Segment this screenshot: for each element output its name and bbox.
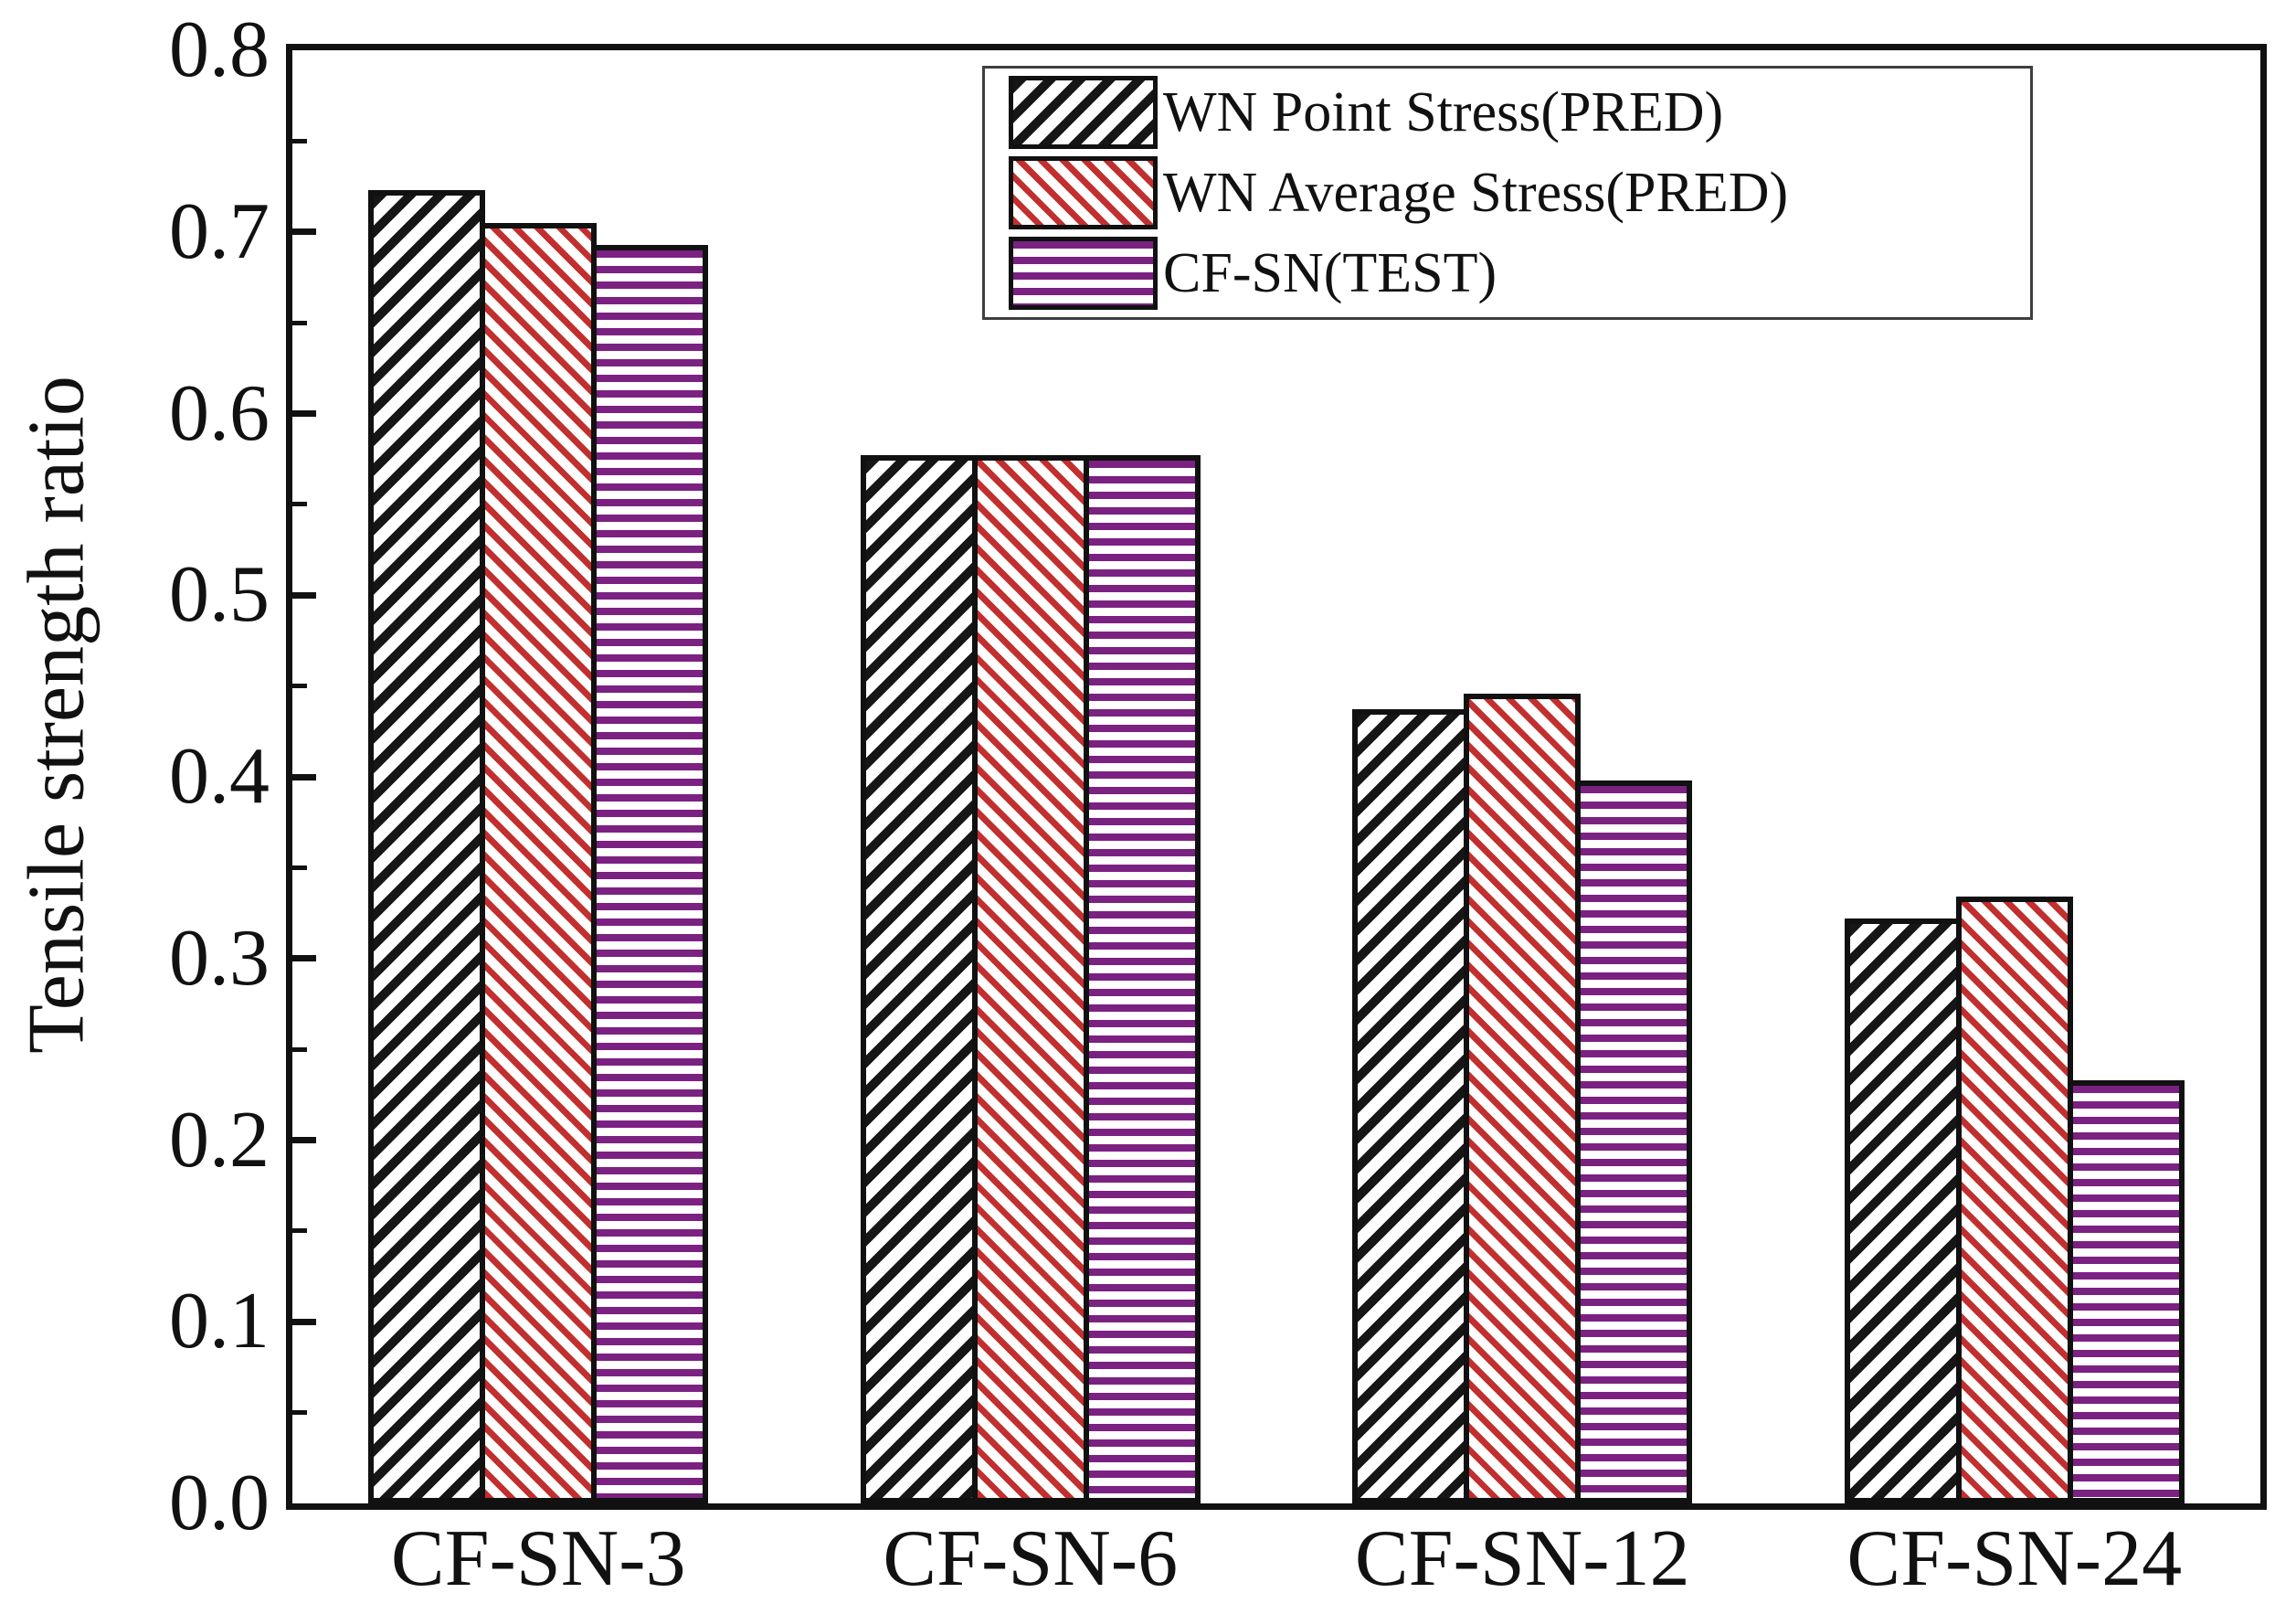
x-tick-label: CF-SN-24 (1846, 1514, 2183, 1603)
y-minor-tick (292, 502, 307, 507)
legend-label: WN Point Stress(PRED) (1163, 81, 1724, 143)
legend-label: CF-SN(TEST) (1163, 242, 1497, 304)
y-tick-label: 0.8 (169, 5, 270, 94)
legend-label: WN Average Stress(PRED) (1163, 162, 1789, 224)
bar-diagonal-up-CF-SN-12 (1352, 709, 1470, 1503)
y-major-tick (292, 955, 316, 962)
legend-item: WN Average Stress(PRED) (1009, 154, 2023, 231)
bar-horizontal-CF-SN-12 (1575, 780, 1693, 1503)
y-minor-tick (292, 1046, 307, 1052)
bar-horizontal-CF-SN-6 (1083, 455, 1201, 1503)
bar-diagonal-down-CF-SN-24 (1955, 897, 2073, 1503)
bar-diagonal-up-CF-SN-6 (860, 455, 978, 1503)
y-major-tick (292, 228, 316, 236)
bar-diagonal-down-CF-SN-12 (1464, 693, 1582, 1503)
y-major-tick (292, 591, 316, 599)
y-minor-tick (292, 684, 307, 689)
y-minor-tick (292, 865, 307, 870)
legend: WN Point Stress(PRED) WN Average Stress(P… (982, 66, 2033, 320)
y-tick-label: 0.3 (169, 913, 270, 1003)
bar-horizontal-CF-SN-24 (2067, 1079, 2185, 1503)
legend-item: WN Point Stress(PRED) (1009, 74, 2023, 151)
y-major-tick (292, 1137, 316, 1143)
y-tick-label: 0.5 (169, 550, 270, 640)
legend-swatch-diagonal-down (1009, 156, 1158, 229)
y-tick-label: 0.7 (169, 186, 270, 276)
y-tick-label: 0.1 (169, 1277, 270, 1366)
bar-diagonal-up-CF-SN-3 (368, 190, 486, 1503)
y-tick-label: 0.4 (169, 732, 270, 821)
bar-diagonal-up-CF-SN-24 (1844, 918, 1962, 1503)
y-tick-label: 0.0 (169, 1459, 270, 1547)
y-major-tick (292, 1318, 316, 1325)
y-tick-label: 0.2 (169, 1095, 270, 1184)
x-tick-label: CF-SN-6 (883, 1514, 1179, 1603)
y-minor-tick (292, 1228, 307, 1234)
legend-swatch-horizontal (1009, 237, 1158, 310)
y-major-tick (292, 773, 316, 780)
y-minor-tick (292, 1410, 307, 1416)
legend-swatch-diagonal-up (1009, 76, 1158, 149)
legend-item: CF-SN(TEST) (1009, 235, 2023, 312)
y-major-tick (292, 410, 316, 417)
bar-diagonal-down-CF-SN-6 (971, 455, 1089, 1503)
y-minor-tick (292, 138, 307, 143)
bar-diagonal-down-CF-SN-3 (480, 222, 598, 1503)
bar-horizontal-CF-SN-3 (591, 244, 709, 1503)
x-tick-label: CF-SN-12 (1354, 1514, 1690, 1603)
x-tick-label: CF-SN-3 (390, 1514, 686, 1603)
y-tick-label: 0.6 (169, 368, 270, 458)
y-minor-tick (292, 320, 307, 325)
